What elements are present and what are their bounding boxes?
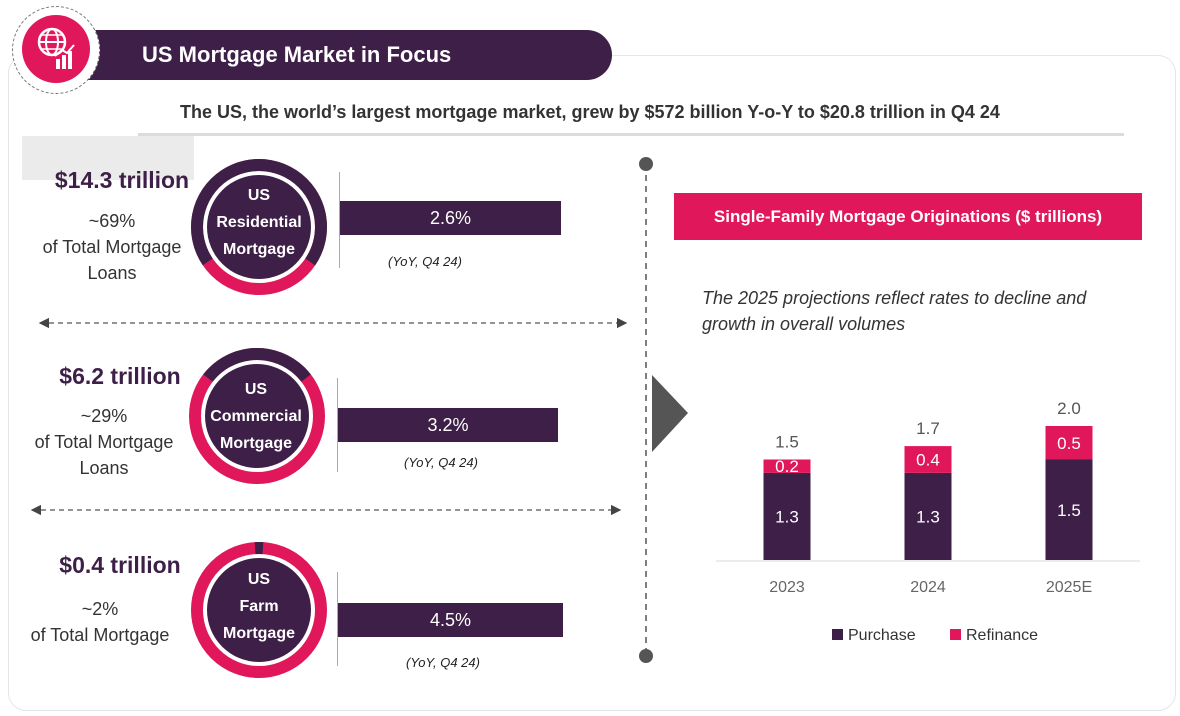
x-tick-2024: 2024	[910, 579, 946, 596]
segment-3-donut-core	[207, 558, 311, 662]
chart-note: The 2025 projections reflect rates to de…	[702, 288, 1087, 334]
segment-2-axis	[337, 378, 338, 472]
chart-title: Single-Family Mortgage Originations ($ t…	[674, 193, 1142, 240]
legend-purchase: Purchase	[832, 627, 916, 645]
bar-label-refinance-2023: 0.2	[775, 457, 799, 476]
segment-2-growth-bar: 3.2%	[338, 408, 558, 442]
bar-refinance-2023	[763, 459, 811, 473]
bar-purchase-2023	[763, 472, 811, 560]
segment-3-growth-bar: 4.5%	[338, 603, 563, 637]
legend-purchase-swatch	[832, 629, 843, 640]
segment-1-growth-bar: 2.6%	[340, 201, 561, 235]
left-strip	[22, 136, 194, 180]
segment-1-axis	[339, 172, 340, 268]
legend-refinance: Refinance	[950, 627, 1038, 645]
segment-1-donut-share	[191, 159, 327, 295]
page-subtitle: The US, the world’s largest mortgage mar…	[180, 102, 1000, 122]
segment-3-share: ~2% of Total Mortgage	[30, 599, 170, 645]
divider-dot-top	[639, 157, 653, 171]
bar-refinance-2025E	[1045, 426, 1093, 460]
segment-2-label: US Commercial Mortgage	[210, 381, 302, 452]
segment-1-growth-note: (YoY, Q4 24)	[388, 254, 462, 269]
segment-3-growth-note: (YoY, Q4 24)	[406, 655, 480, 670]
bar-total-2024: 1.7	[916, 419, 940, 438]
segment-2-donut-share	[189, 348, 325, 485]
bar-label-purchase-2025E: 1.5	[1057, 501, 1081, 520]
segment-1-label: US Residential Mortgage	[216, 187, 302, 258]
segment-3-label: US Farm Mortgage	[223, 571, 295, 642]
segment-3-axis	[337, 572, 338, 666]
bar-refinance-2024	[904, 446, 952, 473]
segment-2-amount: $6.2 trillion	[59, 363, 181, 389]
bar-label-purchase-2024: 1.3	[916, 507, 940, 526]
pointer-triangle	[652, 375, 688, 452]
segment-3-donut-share	[191, 542, 327, 678]
bar-purchase-2025E	[1045, 459, 1093, 560]
bar-total-2025E: 2.0	[1057, 399, 1081, 418]
bar-label-refinance-2024: 0.4	[916, 451, 940, 470]
segment-2-share: ~29% of Total Mortgage Loans	[34, 406, 174, 478]
bar-label-purchase-2023: 1.3	[775, 507, 799, 526]
globe-chart-icon	[22, 15, 90, 83]
x-tick-2023: 2023	[769, 579, 805, 596]
segment-2-growth-note: (YoY, Q4 24)	[404, 455, 478, 470]
x-tick-2025E: 2025E	[1046, 579, 1092, 596]
legend-refinance-swatch	[950, 629, 961, 640]
segment-1-donut-core	[207, 175, 311, 279]
segment-2-donut-core	[205, 364, 309, 468]
page-title: US Mortgage Market in Focus	[142, 42, 452, 67]
bar-purchase-2024	[904, 472, 952, 560]
title-bar	[80, 30, 612, 80]
segment-1-amount: $14.3 trillion	[54, 167, 190, 193]
segment-3-amount: $0.4 trillion	[59, 552, 181, 578]
divider-dot-bottom	[639, 649, 653, 663]
segment-1-share: ~69% of Total Mortgage Loans	[42, 211, 182, 283]
bar-total-2023: 1.5	[775, 433, 799, 452]
subtitle-divider	[138, 133, 1124, 136]
bar-label-refinance-2025E: 0.5	[1057, 434, 1081, 453]
